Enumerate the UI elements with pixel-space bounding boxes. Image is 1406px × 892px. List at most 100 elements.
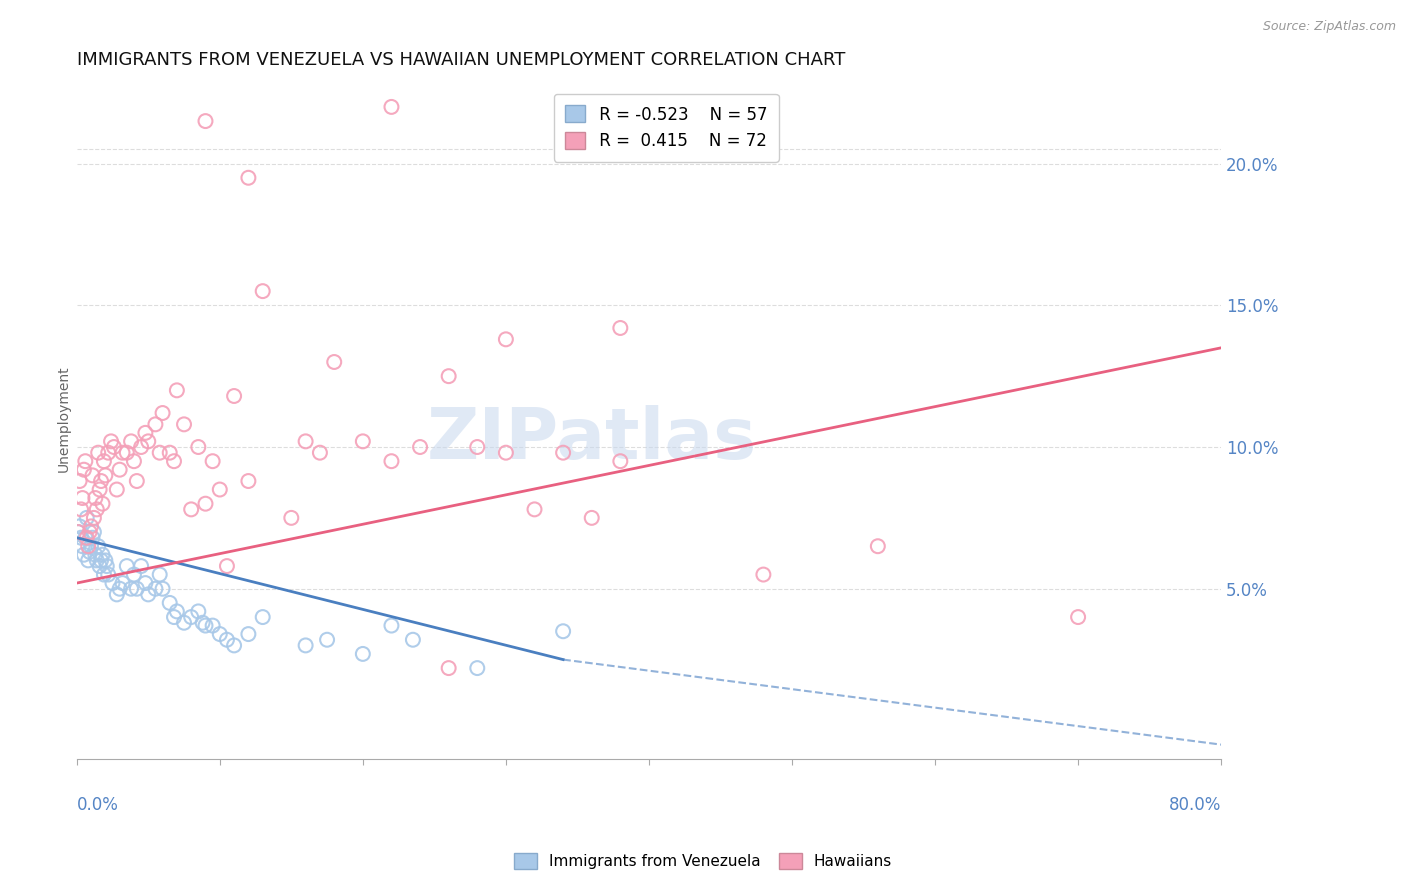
Point: [380, 618, 402, 632]
Point: [111, 576, 134, 591]
Point: [752, 567, 775, 582]
Point: [120, 434, 142, 449]
Point: [129, 559, 152, 574]
Point: [238, 627, 260, 641]
Point: [581, 511, 603, 525]
Point: [194, 497, 217, 511]
Point: [111, 445, 134, 459]
Point: [76, 511, 98, 525]
Point: [83, 524, 105, 539]
Point: [122, 454, 145, 468]
Point: [67, 524, 90, 539]
Point: [86, 553, 108, 567]
Point: [77, 553, 100, 567]
Point: [67, 524, 90, 539]
Point: [91, 548, 114, 562]
Point: [309, 445, 332, 459]
Point: [187, 604, 209, 618]
Point: [159, 445, 181, 459]
Point: [70, 502, 93, 516]
Point: [105, 587, 128, 601]
Point: [609, 321, 631, 335]
Point: [252, 610, 274, 624]
Y-axis label: Unemployment: Unemployment: [58, 366, 72, 472]
Point: [208, 627, 231, 641]
Point: [94, 468, 117, 483]
Point: [180, 610, 202, 624]
Point: [77, 539, 100, 553]
Point: [73, 548, 96, 562]
Point: [523, 502, 546, 516]
Point: [115, 445, 138, 459]
Point: [72, 491, 94, 505]
Point: [465, 661, 488, 675]
Point: [866, 539, 889, 553]
Point: [173, 615, 195, 630]
Point: [222, 639, 245, 653]
Text: Source: ZipAtlas.com: Source: ZipAtlas.com: [1263, 20, 1396, 33]
Point: [82, 468, 104, 483]
Point: [163, 610, 186, 624]
Point: [208, 483, 231, 497]
Point: [79, 545, 101, 559]
Point: [100, 434, 122, 449]
Text: ZIPatlas: ZIPatlas: [426, 405, 756, 474]
Point: [437, 369, 460, 384]
Point: [166, 604, 188, 618]
Point: [91, 497, 114, 511]
Point: [409, 440, 432, 454]
Point: [294, 434, 316, 449]
Point: [93, 454, 115, 468]
Point: [84, 491, 107, 505]
Point: [108, 582, 131, 596]
Point: [134, 425, 156, 440]
Point: [495, 445, 517, 459]
Point: [402, 632, 425, 647]
Point: [166, 384, 188, 398]
Point: [70, 531, 93, 545]
Text: 80.0%: 80.0%: [1168, 797, 1222, 814]
Point: [75, 531, 97, 545]
Point: [115, 559, 138, 574]
Point: [173, 417, 195, 432]
Point: [609, 454, 631, 468]
Point: [145, 417, 167, 432]
Point: [495, 332, 517, 346]
Point: [87, 445, 110, 459]
Point: [380, 100, 402, 114]
Point: [76, 531, 98, 545]
Point: [238, 170, 260, 185]
Point: [87, 539, 110, 553]
Point: [201, 454, 224, 468]
Point: [352, 434, 374, 449]
Point: [215, 632, 238, 647]
Point: [122, 567, 145, 582]
Legend:  R = -0.523    N = 57,  R =  0.415    N = 72: R = -0.523 N = 57, R = 0.415 N = 72: [554, 94, 779, 161]
Point: [215, 559, 238, 574]
Point: [380, 454, 402, 468]
Point: [69, 474, 91, 488]
Point: [191, 615, 214, 630]
Point: [201, 618, 224, 632]
Point: [72, 539, 94, 553]
Point: [222, 389, 245, 403]
Point: [79, 524, 101, 539]
Point: [163, 454, 186, 468]
Point: [149, 445, 172, 459]
Point: [84, 548, 107, 562]
Point: [82, 531, 104, 545]
Legend: Immigrants from Venezuela, Hawaiians: Immigrants from Venezuela, Hawaiians: [508, 847, 898, 875]
Point: [89, 559, 111, 574]
Text: IMMIGRANTS FROM VENEZUELA VS HAWAIIAN UNEMPLOYMENT CORRELATION CHART: IMMIGRANTS FROM VENEZUELA VS HAWAIIAN UN…: [77, 51, 845, 69]
Point: [80, 519, 103, 533]
Point: [136, 587, 159, 601]
Text: 0.0%: 0.0%: [77, 797, 118, 814]
Point: [97, 445, 120, 459]
Point: [465, 440, 488, 454]
Point: [94, 553, 117, 567]
Point: [152, 406, 174, 420]
Point: [97, 567, 120, 582]
Point: [194, 114, 217, 128]
Point: [108, 463, 131, 477]
Point: [83, 511, 105, 525]
